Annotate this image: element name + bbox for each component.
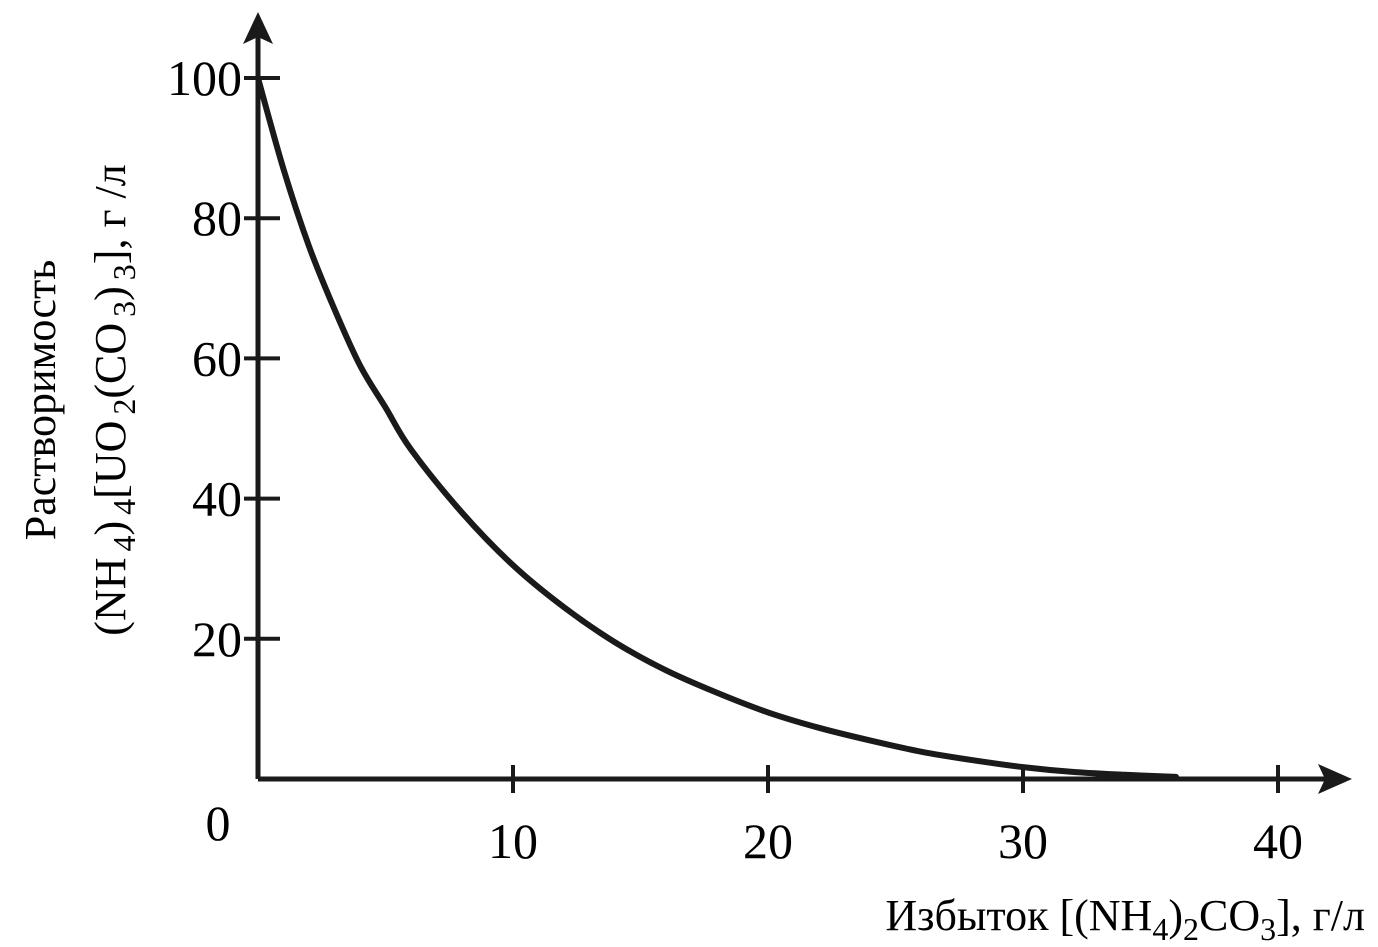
series <box>255 75 1179 780</box>
y-axis-arrow <box>243 12 273 44</box>
x-tick-label: 10 <box>488 813 538 869</box>
y-tick-label: 60 <box>192 330 242 386</box>
y-tick-label: 80 <box>192 190 242 246</box>
x-axis-label: Избыток [(NH4)2CO3], г/л <box>885 891 1365 947</box>
series-line-0 <box>255 75 1179 780</box>
y-tick-label: 40 <box>192 471 242 527</box>
x-tick-label: 20 <box>743 813 793 869</box>
y-tick-label: 20 <box>192 611 242 667</box>
y-tick-label: 100 <box>167 50 242 106</box>
x-tick-label: 40 <box>1253 813 1303 869</box>
ticks: 10 20 30 40 20 40 60 80 100 <box>167 50 1303 869</box>
origin-label: 0 <box>206 795 231 851</box>
y-axis-label-line1: Растворимость <box>16 260 65 541</box>
svg-text:(NH4)4[UO2(CO3)3], г /л: (NH4)4[UO2(CO3)3], г /л <box>86 164 142 635</box>
svg-text:Растворимость: Растворимость <box>16 260 65 541</box>
y-axis-label-line2: (NH4)4[UO2(CO3)3], г /л <box>86 164 142 635</box>
x-tick-label: 30 <box>998 813 1048 869</box>
x-axis-arrow <box>1318 764 1352 794</box>
axes <box>243 12 1352 794</box>
